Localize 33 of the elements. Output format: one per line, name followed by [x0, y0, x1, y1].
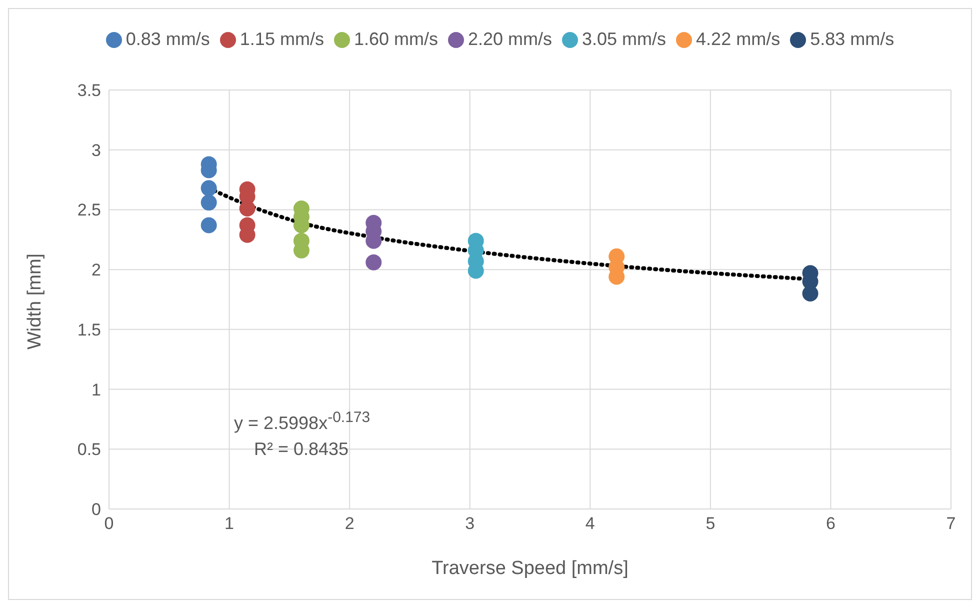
- y-tick-label: 1.5: [77, 320, 101, 340]
- x-axis-title: Traverse Speed [mm/s]: [432, 558, 628, 579]
- y-axis-title: Width [mm]: [24, 253, 46, 350]
- legend-label: 3.05 mm/s: [582, 29, 666, 49]
- y-tick-label: 3.5: [77, 81, 101, 100]
- y-tick-label: 0.5: [77, 440, 101, 460]
- legend-label: 2.20 mm/s: [468, 29, 552, 49]
- x-tick-label: 1: [224, 514, 234, 534]
- point: [366, 254, 382, 270]
- legend-label: 5.83 mm/s: [810, 29, 894, 49]
- annotation: R² = 0.8435: [254, 439, 349, 460]
- point: [200, 180, 217, 196]
- y-tick-label: 0: [92, 500, 101, 520]
- x-tick-label: 5: [706, 514, 716, 534]
- legend-label: 1.15 mm/s: [240, 29, 324, 49]
- y-tick-label: 3: [92, 140, 101, 160]
- x-tick-label: 6: [826, 514, 836, 534]
- legend-label: 1.60 mm/s: [354, 29, 438, 49]
- point: [200, 194, 217, 211]
- point: [200, 217, 217, 234]
- point: [239, 200, 256, 217]
- x-tick-label: 3: [465, 514, 475, 534]
- y-tick-label: 2.5: [77, 200, 101, 220]
- y-tick-label: 1: [92, 380, 101, 400]
- annotation: y = 2.5998x$^{-0.173}$: [234, 409, 370, 434]
- x-tick-label: 7: [946, 514, 956, 534]
- x-tick-label: 4: [585, 514, 595, 534]
- y-tick-label: 2: [92, 260, 101, 280]
- x-tick-label: 2: [344, 514, 354, 534]
- x-tick-label: 0: [104, 514, 114, 534]
- legend-label: 0.83 mm/s: [126, 29, 210, 49]
- legend-label: 4.22 mm/s: [696, 29, 780, 49]
- point: [802, 286, 818, 302]
